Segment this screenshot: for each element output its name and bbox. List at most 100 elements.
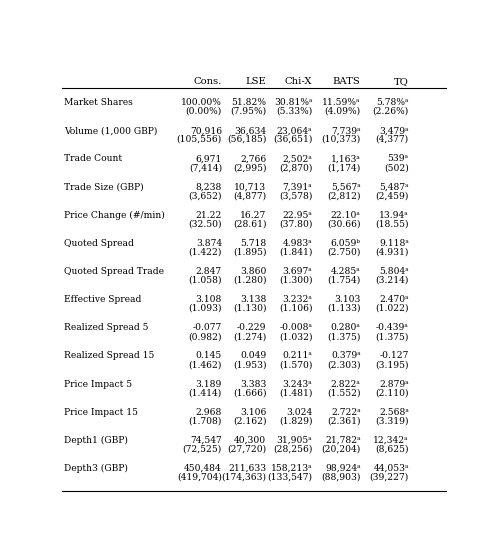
Text: (4,877): (4,877) <box>233 191 266 200</box>
Text: (2.110): (2.110) <box>375 388 409 397</box>
Text: -0.127: -0.127 <box>379 351 409 360</box>
Text: (419,704): (419,704) <box>177 473 222 482</box>
Text: 9.118ᵃ: 9.118ᵃ <box>379 239 409 248</box>
Text: 21,782ᵃ: 21,782ᵃ <box>325 436 361 445</box>
Text: (4.09%): (4.09%) <box>325 107 361 116</box>
Text: (1.481): (1.481) <box>279 388 313 397</box>
Text: (502): (502) <box>384 163 409 172</box>
Text: 6,971: 6,971 <box>196 154 222 163</box>
Text: (36,651): (36,651) <box>273 135 313 144</box>
Text: 2.879ᵃ: 2.879ᵃ <box>379 380 409 388</box>
Text: Quoted Spread Trade: Quoted Spread Trade <box>64 267 164 276</box>
Text: 3.108: 3.108 <box>196 295 222 304</box>
Text: 3,479ᵃ: 3,479ᵃ <box>379 127 409 135</box>
Text: (1.375): (1.375) <box>327 332 361 341</box>
Text: (1.708): (1.708) <box>188 416 222 426</box>
Text: (1.022): (1.022) <box>375 304 409 313</box>
Text: 2,766: 2,766 <box>240 154 266 163</box>
Text: (1.032): (1.032) <box>279 332 313 341</box>
Text: 5.78%ᵃ: 5.78%ᵃ <box>376 98 409 107</box>
Text: (2.361): (2.361) <box>327 416 361 426</box>
Text: 2.968: 2.968 <box>196 408 222 417</box>
Text: 3.232ᵃ: 3.232ᵃ <box>283 295 313 304</box>
Text: Price Change (#/min): Price Change (#/min) <box>64 211 165 220</box>
Text: (1.841): (1.841) <box>279 248 313 256</box>
Text: (1.666): (1.666) <box>233 388 266 397</box>
Text: 3.874: 3.874 <box>196 239 222 248</box>
Text: (10,373): (10,373) <box>322 135 361 144</box>
Text: 12,342ᵃ: 12,342ᵃ <box>373 436 409 445</box>
Text: Depth1 (GBP): Depth1 (GBP) <box>64 436 128 445</box>
Text: (37.80): (37.80) <box>279 219 313 229</box>
Text: Trade Size (GBP): Trade Size (GBP) <box>64 183 144 191</box>
Text: Price Impact 5: Price Impact 5 <box>64 380 132 388</box>
Text: 70,916: 70,916 <box>190 127 222 135</box>
Text: Effective Spread: Effective Spread <box>64 295 142 304</box>
Text: 22.95ᵃ: 22.95ᵃ <box>283 211 313 220</box>
Text: 7,391ᵃ: 7,391ᵃ <box>283 183 313 191</box>
Text: Realized Spread 15: Realized Spread 15 <box>64 351 155 360</box>
Text: BATS: BATS <box>333 78 361 87</box>
Text: -0.439ᵃ: -0.439ᵃ <box>376 324 409 332</box>
Text: (1.133): (1.133) <box>327 304 361 313</box>
Text: Price Impact 15: Price Impact 15 <box>64 408 138 417</box>
Text: (28.61): (28.61) <box>233 219 266 229</box>
Text: 5,487ᵃ: 5,487ᵃ <box>379 183 409 191</box>
Text: 3.383: 3.383 <box>240 380 266 388</box>
Text: (5.33%): (5.33%) <box>276 107 313 116</box>
Text: (4.931): (4.931) <box>375 248 409 256</box>
Text: (18.55): (18.55) <box>375 219 409 229</box>
Text: 3.243ᵃ: 3.243ᵃ <box>283 380 313 388</box>
Text: 7,739ᵃ: 7,739ᵃ <box>331 127 361 135</box>
Text: 44,053ᵃ: 44,053ᵃ <box>373 464 409 473</box>
Text: 2,502ᵃ: 2,502ᵃ <box>283 154 313 163</box>
Text: 3.860: 3.860 <box>240 267 266 276</box>
Text: (3.214): (3.214) <box>375 276 409 285</box>
Text: (56,185): (56,185) <box>227 135 266 144</box>
Text: (30.66): (30.66) <box>327 219 361 229</box>
Text: 4.285ᵃ: 4.285ᵃ <box>331 267 361 276</box>
Text: -0.229: -0.229 <box>237 324 266 332</box>
Text: 3.103: 3.103 <box>334 295 361 304</box>
Text: 158,213ᵃ: 158,213ᵃ <box>271 464 313 473</box>
Text: (2,870): (2,870) <box>279 163 313 172</box>
Text: LSE: LSE <box>246 78 266 87</box>
Text: (1.058): (1.058) <box>188 276 222 285</box>
Text: 36,634: 36,634 <box>234 127 266 135</box>
Text: 2.568ᵃ: 2.568ᵃ <box>379 408 409 417</box>
Text: (2,459): (2,459) <box>375 191 409 200</box>
Text: 0.049: 0.049 <box>240 351 266 360</box>
Text: (2.162): (2.162) <box>233 416 266 426</box>
Text: (2,812): (2,812) <box>327 191 361 200</box>
Text: (1.422): (1.422) <box>188 248 222 256</box>
Text: 31,905ᵃ: 31,905ᵃ <box>277 436 313 445</box>
Text: 2.470ᵃ: 2.470ᵃ <box>379 295 409 304</box>
Text: 16.27: 16.27 <box>240 211 266 220</box>
Text: (4,377): (4,377) <box>376 135 409 144</box>
Text: (1,174): (1,174) <box>328 163 361 172</box>
Text: 100.00%: 100.00% <box>181 98 222 107</box>
Text: (1.895): (1.895) <box>233 248 266 256</box>
Text: (1.375): (1.375) <box>375 332 409 341</box>
Text: (7,414): (7,414) <box>189 163 222 172</box>
Text: (0.00%): (0.00%) <box>186 107 222 116</box>
Text: 4.983ᵃ: 4.983ᵃ <box>283 239 313 248</box>
Text: (72,525): (72,525) <box>183 445 222 453</box>
Text: (20,204): (20,204) <box>322 445 361 453</box>
Text: (1.552): (1.552) <box>327 388 361 397</box>
Text: TQ: TQ <box>394 78 409 87</box>
Text: Cons.: Cons. <box>194 78 222 87</box>
Text: (1.106): (1.106) <box>279 304 313 313</box>
Text: 22.10ᵃ: 22.10ᵃ <box>331 211 361 220</box>
Text: 539ᵃ: 539ᵃ <box>388 154 409 163</box>
Text: (2.303): (2.303) <box>327 360 361 369</box>
Text: 2.847: 2.847 <box>196 267 222 276</box>
Text: (1.829): (1.829) <box>279 416 313 426</box>
Text: (133,547): (133,547) <box>267 473 313 482</box>
Text: 40,300: 40,300 <box>234 436 266 445</box>
Text: Volume (1,000 GBP): Volume (1,000 GBP) <box>64 127 158 135</box>
Text: 74,547: 74,547 <box>190 436 222 445</box>
Text: (2.26%): (2.26%) <box>373 107 409 116</box>
Text: 3.024: 3.024 <box>286 408 313 417</box>
Text: (39,227): (39,227) <box>370 473 409 482</box>
